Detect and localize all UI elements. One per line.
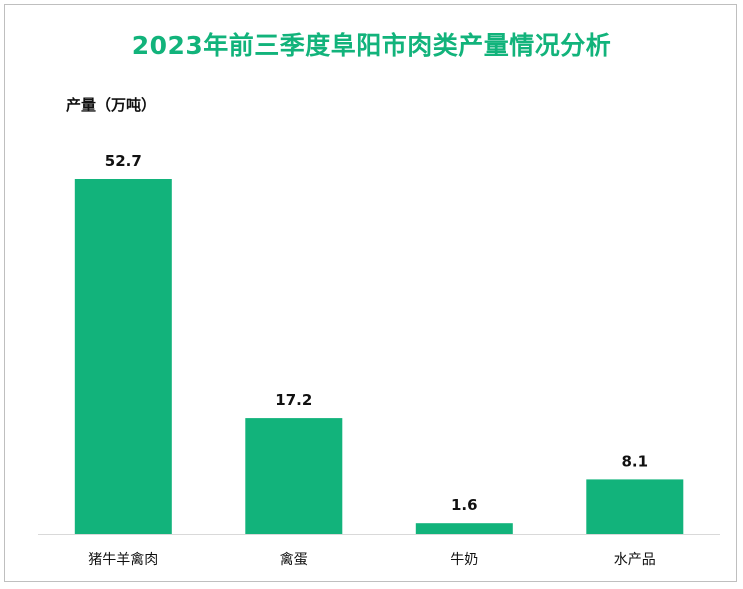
bar (245, 418, 343, 534)
x-tick-label: 牛奶 (450, 552, 478, 568)
data-label: 1.6 (451, 496, 478, 514)
x-tick-label: 猪牛羊禽肉 (88, 551, 158, 568)
y-axis-label: 产量（万吨） (66, 96, 157, 114)
data-label: 8.1 (622, 452, 649, 470)
bar (415, 523, 513, 534)
x-tick-label: 禽蛋 (280, 551, 308, 568)
data-label: 52.7 (105, 152, 142, 170)
bar (74, 179, 172, 534)
x-tick-label: 水产品 (614, 552, 656, 568)
chart-title: 2023年前三季度阜阳市肉类产量情况分析 (131, 31, 612, 60)
bar (586, 479, 684, 534)
data-label: 17.2 (275, 391, 312, 409)
